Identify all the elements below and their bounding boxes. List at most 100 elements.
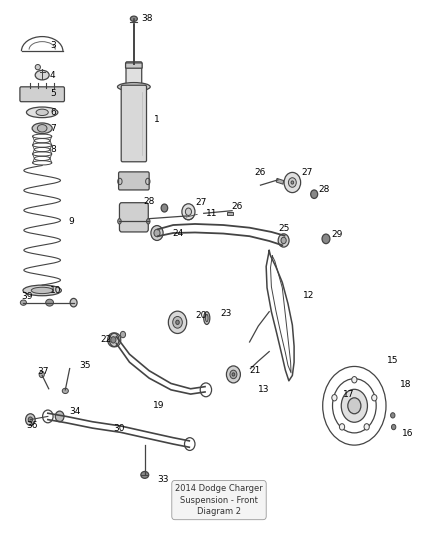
Text: 28: 28	[318, 185, 330, 194]
Ellipse shape	[332, 394, 337, 401]
Text: 27: 27	[301, 168, 312, 177]
Ellipse shape	[173, 317, 182, 328]
Text: 25: 25	[279, 224, 290, 233]
Ellipse shape	[348, 398, 361, 414]
Ellipse shape	[154, 229, 160, 237]
Ellipse shape	[372, 394, 377, 401]
Ellipse shape	[25, 414, 35, 425]
Text: 15: 15	[387, 356, 398, 365]
Ellipse shape	[26, 107, 58, 118]
Text: 2014 Dodge Charger
Suspension - Front
Diagram 2: 2014 Dodge Charger Suspension - Front Di…	[175, 484, 263, 516]
Ellipse shape	[322, 234, 330, 244]
Ellipse shape	[176, 320, 179, 325]
Ellipse shape	[62, 388, 68, 393]
Text: 19: 19	[152, 401, 164, 410]
Text: 37: 37	[37, 367, 49, 376]
Text: 6: 6	[50, 108, 56, 117]
Ellipse shape	[161, 204, 168, 212]
Ellipse shape	[341, 389, 367, 422]
Bar	[227, 212, 233, 215]
Text: 11: 11	[206, 209, 218, 218]
Text: 27: 27	[195, 198, 207, 207]
FancyBboxPatch shape	[20, 87, 64, 102]
Text: 24: 24	[173, 229, 184, 238]
Ellipse shape	[232, 373, 235, 376]
Text: 3: 3	[50, 42, 56, 51]
Text: 23: 23	[220, 309, 231, 318]
Ellipse shape	[205, 314, 208, 322]
Text: 16: 16	[402, 429, 413, 438]
Ellipse shape	[339, 424, 345, 430]
Ellipse shape	[141, 471, 149, 478]
Text: 38: 38	[142, 14, 153, 23]
Text: 1: 1	[154, 115, 160, 124]
Ellipse shape	[291, 181, 293, 184]
Ellipse shape	[23, 285, 61, 296]
Ellipse shape	[204, 312, 210, 325]
Text: 30: 30	[113, 424, 125, 433]
Text: 33: 33	[157, 475, 169, 483]
Text: 39: 39	[21, 292, 33, 301]
Text: 7: 7	[50, 124, 56, 133]
Text: 17: 17	[343, 390, 354, 399]
Ellipse shape	[39, 371, 44, 377]
Ellipse shape	[151, 225, 163, 240]
Text: 4: 4	[50, 70, 56, 79]
Text: 10: 10	[50, 286, 61, 295]
Text: 8: 8	[50, 145, 56, 154]
Ellipse shape	[182, 204, 195, 220]
Text: 26: 26	[231, 202, 243, 211]
Ellipse shape	[131, 16, 138, 21]
Text: 20: 20	[195, 311, 206, 320]
Bar	[276, 179, 284, 184]
Ellipse shape	[35, 70, 49, 80]
Text: 29: 29	[331, 230, 343, 239]
Ellipse shape	[185, 208, 191, 215]
FancyBboxPatch shape	[119, 172, 149, 190]
Ellipse shape	[147, 219, 150, 224]
Text: 18: 18	[400, 380, 411, 389]
Ellipse shape	[55, 411, 64, 422]
Text: 36: 36	[26, 422, 38, 431]
Ellipse shape	[278, 234, 289, 247]
Text: 34: 34	[70, 407, 81, 416]
Text: 22: 22	[100, 335, 112, 344]
Ellipse shape	[117, 83, 150, 91]
Ellipse shape	[230, 370, 237, 378]
Ellipse shape	[70, 298, 77, 307]
Text: 12: 12	[303, 291, 314, 300]
FancyBboxPatch shape	[121, 85, 147, 162]
Text: 13: 13	[258, 385, 270, 394]
FancyBboxPatch shape	[126, 63, 142, 68]
Ellipse shape	[184, 212, 193, 220]
Ellipse shape	[311, 190, 318, 198]
Ellipse shape	[120, 332, 126, 338]
FancyBboxPatch shape	[120, 203, 148, 232]
Ellipse shape	[118, 219, 121, 224]
Text: 21: 21	[249, 366, 261, 375]
Ellipse shape	[288, 177, 296, 187]
Text: 28: 28	[144, 197, 155, 206]
Text: 26: 26	[254, 167, 265, 176]
Ellipse shape	[37, 125, 47, 132]
Ellipse shape	[364, 424, 369, 430]
Ellipse shape	[108, 333, 119, 347]
Text: 5: 5	[50, 89, 56, 98]
Ellipse shape	[168, 311, 187, 334]
Ellipse shape	[46, 299, 53, 306]
Ellipse shape	[284, 172, 300, 192]
Ellipse shape	[352, 376, 357, 383]
Ellipse shape	[32, 123, 52, 134]
Ellipse shape	[35, 64, 40, 70]
FancyBboxPatch shape	[126, 62, 142, 84]
Ellipse shape	[392, 424, 396, 430]
Ellipse shape	[111, 337, 116, 343]
Ellipse shape	[31, 287, 53, 294]
Ellipse shape	[226, 366, 240, 383]
Ellipse shape	[281, 237, 286, 244]
Ellipse shape	[36, 109, 48, 116]
Ellipse shape	[391, 413, 395, 418]
Text: 9: 9	[68, 217, 74, 226]
Ellipse shape	[28, 417, 32, 422]
Ellipse shape	[20, 300, 26, 305]
